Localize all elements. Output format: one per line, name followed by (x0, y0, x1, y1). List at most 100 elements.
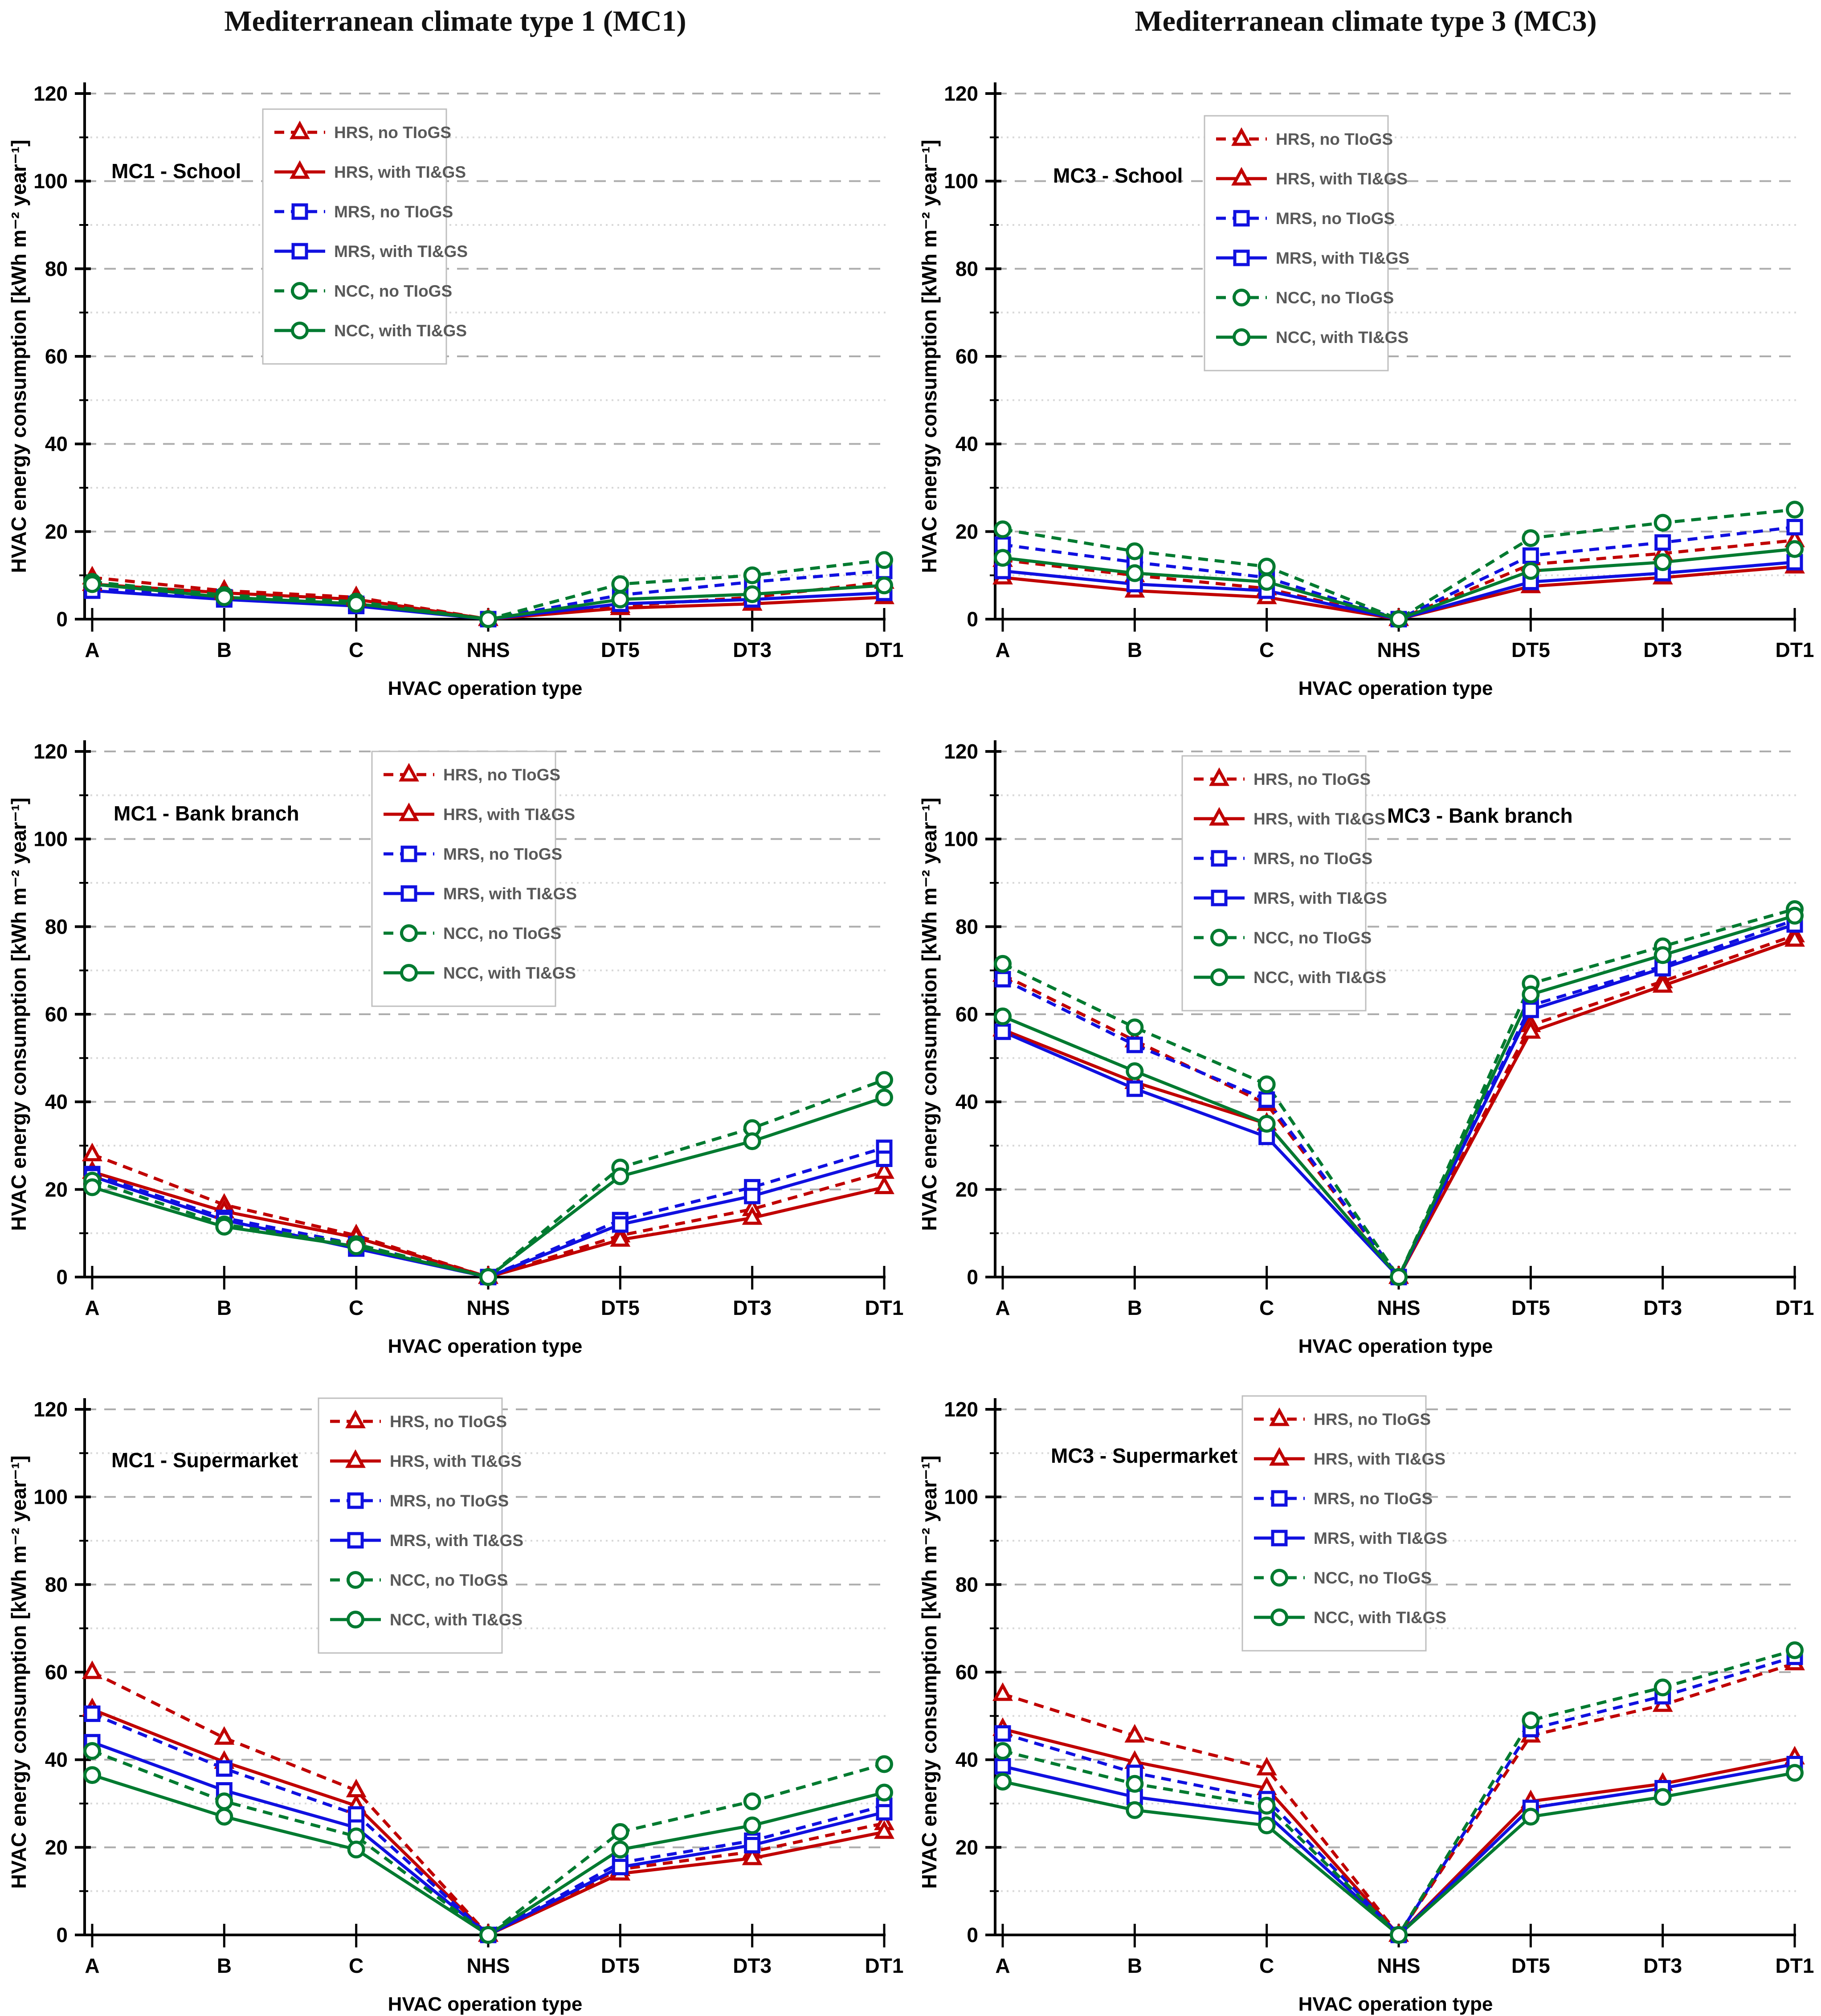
svg-text:DT5: DT5 (1511, 1954, 1550, 1977)
svg-text:MRS, with TI&GS: MRS, with TI&GS (334, 242, 468, 261)
svg-text:NHS: NHS (1377, 1954, 1420, 1977)
svg-text:40: 40 (45, 1090, 68, 1114)
svg-text:0: 0 (56, 1265, 68, 1289)
svg-text:MC3 - School: MC3 - School (1053, 164, 1183, 187)
svg-text:HRS, with TI&GS: HRS, with TI&GS (390, 1452, 522, 1470)
svg-text:HVAC operation type: HVAC operation type (1298, 677, 1493, 699)
svg-text:B: B (217, 1296, 232, 1319)
svg-text:NCC, no TIoGS: NCC, no TIoGS (443, 924, 561, 943)
svg-text:0: 0 (56, 1923, 68, 1947)
svg-text:80: 80 (955, 257, 978, 280)
svg-text:120: 120 (33, 82, 68, 105)
svg-text:A: A (995, 1296, 1010, 1319)
svg-text:NCC, with TI&GS: NCC, with TI&GS (443, 964, 576, 982)
svg-text:DT1: DT1 (865, 1954, 904, 1977)
svg-text:HRS, no TIoGS: HRS, no TIoGS (443, 766, 560, 784)
svg-text:40: 40 (955, 1748, 978, 1771)
svg-text:HRS, with TI&GS: HRS, with TI&GS (1314, 1450, 1445, 1468)
svg-text:HVAC energy consumption [kWh: HVAC energy consumption [kWh m⁻² year⁻¹] (918, 140, 941, 573)
svg-text:NCC, with TI&GS: NCC, with TI&GS (1314, 1608, 1446, 1627)
svg-text:HRS, no TIoGS: HRS, no TIoGS (334, 123, 451, 142)
svg-text:20: 20 (955, 520, 978, 543)
svg-text:C: C (349, 638, 363, 661)
svg-text:B: B (1127, 1954, 1142, 1977)
svg-text:DT1: DT1 (1776, 638, 1814, 661)
svg-text:NHS: NHS (1377, 638, 1420, 661)
svg-text:DT1: DT1 (1776, 1296, 1814, 1319)
svg-text:NCC, with TI&GS: NCC, with TI&GS (1276, 328, 1409, 347)
svg-text:B: B (217, 638, 232, 661)
svg-text:NCC, no TIoGS: NCC, no TIoGS (1253, 929, 1372, 947)
chart-mc3-bank-branch-svg: 0 20 40 60 80 100 120 A B C NHS DT5 DT3 DT1 HVAC opera… (918, 740, 1814, 1357)
chart-mc1-school: 0 20 40 60 80 100 120 A B C NHS DT5 DT3 DT1 HVAC opera… (0, 42, 910, 700)
svg-text:NCC, no TIoGS: NCC, no TIoGS (1276, 289, 1394, 307)
svg-text:MC1 - School: MC1 - School (111, 159, 241, 183)
svg-text:HVAC operation type: HVAC operation type (388, 677, 583, 699)
svg-text:MRS, with TI&GS: MRS, with TI&GS (443, 885, 577, 903)
svg-text:A: A (995, 1954, 1010, 1977)
chart-mc3-supermarket-svg: 0 20 40 60 80 100 120 A B C NHS DT5 DT3 DT1 HVAC opera… (918, 1395, 1814, 2015)
svg-text:DT3: DT3 (733, 638, 772, 661)
svg-text:MRS, with TI&GS: MRS, with TI&GS (1276, 249, 1409, 267)
svg-text:100: 100 (33, 170, 68, 193)
svg-text:DT3: DT3 (733, 1954, 772, 1977)
svg-text:120: 120 (33, 740, 68, 763)
chart-mc3-supermarket: 0 20 40 60 80 100 120 A B C NHS DT5 DT3 DT1 HVAC opera… (910, 1358, 1821, 2016)
svg-text:MRS, no TIoGS: MRS, no TIoGS (1253, 849, 1372, 868)
chart-mc1-supermarket-svg: 0 20 40 60 80 100 120 A B C NHS DT5 DT3 DT1 HVAC opera… (7, 1397, 904, 2015)
svg-text:NCC, no TIoGS: NCC, no TIoGS (1314, 1569, 1432, 1587)
svg-text:120: 120 (33, 1398, 68, 1421)
svg-text:MC3 - Bank branch: MC3 - Bank branch (1387, 804, 1573, 827)
svg-text:MRS, with TI&GS: MRS, with TI&GS (1314, 1529, 1447, 1547)
svg-text:80: 80 (955, 915, 978, 938)
svg-text:NCC, with TI&GS: NCC, with TI&GS (390, 1611, 523, 1629)
svg-text:C: C (349, 1954, 363, 1977)
chart-mc1-bank-branch-svg: 0 20 40 60 80 100 120 A B C NHS DT5 DT3 DT1 HVAC opera… (7, 740, 904, 1357)
svg-text:20: 20 (45, 1178, 68, 1201)
svg-text:80: 80 (45, 915, 68, 938)
svg-text:60: 60 (955, 345, 978, 368)
svg-text:120: 120 (944, 740, 978, 763)
svg-text:C: C (1259, 1296, 1274, 1319)
svg-text:80: 80 (45, 1573, 68, 1596)
svg-text:A: A (85, 1954, 99, 1977)
svg-text:100: 100 (33, 1485, 68, 1509)
svg-text:B: B (1127, 638, 1142, 661)
svg-text:DT5: DT5 (601, 1954, 640, 1977)
svg-text:B: B (1127, 1296, 1142, 1319)
svg-text:NCC, with TI&GS: NCC, with TI&GS (1253, 968, 1386, 987)
svg-text:NHS: NHS (466, 1954, 510, 1977)
svg-text:100: 100 (944, 828, 978, 851)
svg-text:HRS, with TI&GS: HRS, with TI&GS (1276, 170, 1408, 188)
svg-text:DT5: DT5 (601, 638, 640, 661)
svg-text:HRS, no TIoGS: HRS, no TIoGS (1253, 770, 1371, 788)
svg-text:HVAC operation type: HVAC operation type (1298, 1993, 1493, 2015)
svg-text:MC1 - Supermarket: MC1 - Supermarket (111, 1449, 298, 1472)
svg-text:DT1: DT1 (865, 1296, 904, 1319)
svg-text:DT1: DT1 (1776, 1954, 1814, 1977)
svg-text:MC1 - Bank branch: MC1 - Bank branch (114, 802, 299, 825)
svg-text:HVAC operation type: HVAC operation type (388, 1993, 583, 2015)
svg-text:40: 40 (955, 433, 978, 456)
chart-mc1-school-svg: 0 20 40 60 80 100 120 A B C NHS DT5 DT3 DT1 HVAC opera… (7, 82, 904, 699)
svg-text:MRS, no TIoGS: MRS, no TIoGS (1276, 209, 1395, 228)
chart-mc3-school-svg: 0 20 40 60 80 100 120 A B C NHS DT5 DT3 DT1 HVAC opera… (918, 82, 1814, 699)
svg-text:120: 120 (944, 82, 978, 105)
svg-text:C: C (1259, 1954, 1274, 1977)
svg-text:NHS: NHS (1377, 1296, 1420, 1319)
svg-text:60: 60 (955, 1003, 978, 1026)
svg-text:0: 0 (56, 608, 68, 631)
svg-text:120: 120 (944, 1398, 978, 1421)
svg-text:HVAC energy consumption [kWh: HVAC energy consumption [kWh m⁻² year⁻¹] (7, 140, 30, 573)
svg-text:0: 0 (967, 1923, 978, 1947)
svg-text:NHS: NHS (466, 638, 510, 661)
svg-text:DT5: DT5 (1511, 638, 1550, 661)
svg-text:60: 60 (45, 1661, 68, 1684)
svg-text:DT1: DT1 (865, 638, 904, 661)
column-title-mc3: Mediterranean climate type 3 (MC3) (1135, 5, 1597, 37)
svg-text:DT5: DT5 (1511, 1296, 1550, 1319)
svg-text:HRS, no TIoGS: HRS, no TIoGS (1314, 1410, 1431, 1428)
svg-text:40: 40 (45, 1748, 68, 1771)
chart-mc1-supermarket: 0 20 40 60 80 100 120 A B C NHS DT5 DT3 DT1 HVAC opera… (0, 1358, 910, 2016)
svg-text:80: 80 (955, 1573, 978, 1596)
